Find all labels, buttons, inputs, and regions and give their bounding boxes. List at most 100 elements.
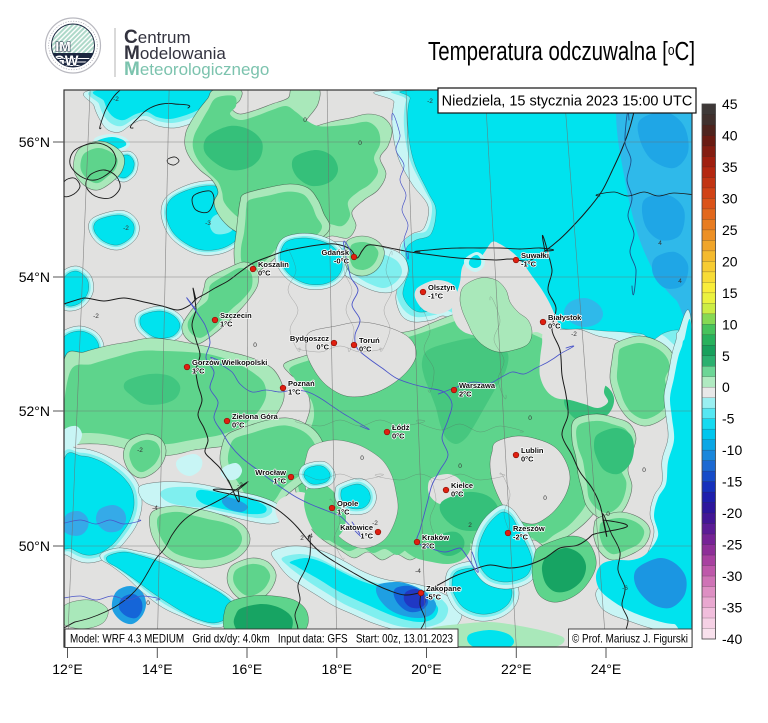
svg-text:12°E: 12°E [52, 661, 83, 677]
svg-text:35: 35 [722, 159, 738, 175]
svg-text:Meteorologicznego: Meteorologicznego [124, 59, 269, 80]
svg-text:25: 25 [722, 222, 738, 238]
svg-text:0°C: 0°C [232, 421, 245, 430]
svg-text:4: 4 [678, 278, 682, 285]
svg-text:22°E: 22°E [501, 661, 532, 677]
svg-text:0: 0 [543, 495, 547, 502]
svg-text:0: 0 [146, 600, 150, 607]
svg-text:Warszawa: Warszawa [459, 381, 496, 390]
svg-text:-2: -2 [93, 313, 99, 320]
svg-text:-2: -2 [427, 98, 433, 105]
svg-text:Kraków: Kraków [422, 533, 449, 542]
svg-text:Rzeszów: Rzeszów [513, 524, 545, 533]
svg-text:0°C: 0°C [451, 490, 464, 499]
svg-text:Koszalin: Koszalin [258, 260, 289, 269]
svg-text:-2: -2 [571, 331, 577, 338]
svg-text:0: 0 [528, 415, 532, 422]
svg-text:Bydgoszcz: Bydgoszcz [290, 334, 329, 343]
svg-text:50°N: 50°N [19, 538, 50, 554]
svg-text:-5: -5 [722, 411, 735, 427]
svg-text:Temperatura odczuwalna [oC]: Temperatura odczuwalna [oC] [428, 38, 695, 66]
svg-text:0°C: 0°C [316, 343, 329, 352]
svg-text:-2°C: -2°C [513, 533, 529, 542]
svg-text:30: 30 [722, 190, 738, 206]
svg-text:-4: -4 [152, 505, 158, 512]
svg-text:0: 0 [303, 117, 307, 124]
svg-text:5: 5 [722, 348, 730, 364]
svg-text:-40: -40 [722, 631, 742, 647]
svg-text:0: 0 [458, 463, 462, 470]
svg-text:4: 4 [658, 240, 662, 247]
svg-text:-2: -2 [137, 447, 143, 454]
svg-text:2°C: 2°C [422, 542, 435, 551]
svg-text:Centrum: Centrum [124, 27, 191, 48]
svg-text:0: 0 [360, 455, 364, 462]
svg-text:Poznań: Poznań [288, 379, 315, 388]
svg-text:-2: -2 [237, 482, 243, 489]
svg-text:Łódź: Łódź [392, 423, 410, 432]
svg-text:45: 45 [722, 96, 738, 112]
svg-text:-10: -10 [722, 442, 742, 458]
svg-text:0: 0 [253, 342, 257, 349]
svg-text:-6: -6 [622, 585, 628, 592]
svg-text:Wrocław: Wrocław [255, 468, 286, 477]
svg-text:-5°C: -5°C [426, 593, 442, 602]
svg-text:-2: -2 [113, 96, 119, 103]
svg-text:-35: -35 [722, 600, 742, 616]
svg-text:Niedziela, 15 stycznia 2023 15: Niedziela, 15 stycznia 2023 15:00 UTC [442, 94, 693, 110]
svg-text:56°N: 56°N [19, 134, 50, 150]
svg-text:15: 15 [722, 285, 738, 301]
svg-text:2°C: 2°C [459, 390, 472, 399]
svg-text:Model: WRF 4.3 MEDIUM Grid d: Model: WRF 4.3 MEDIUM Grid dx/dy: 4.0km … [70, 632, 453, 646]
svg-text:52°N: 52°N [19, 403, 50, 419]
svg-text:Katowice: Katowice [340, 523, 373, 532]
svg-text:Opole: Opole [337, 499, 358, 508]
svg-text:Kielce: Kielce [451, 481, 473, 490]
svg-text:-30: -30 [722, 568, 742, 584]
svg-text:-2: -2 [372, 520, 378, 527]
svg-text:Toruń: Toruń [359, 336, 380, 345]
svg-text:-15: -15 [722, 474, 742, 490]
svg-text:-2: -2 [123, 225, 129, 232]
svg-text:Suwałki: Suwałki [521, 251, 549, 260]
svg-text:-0°C: -0°C [334, 257, 350, 266]
svg-text:0°C: 0°C [392, 432, 405, 441]
svg-text:© Prof. Mariusz J. Figurski: © Prof. Mariusz J. Figurski [572, 632, 688, 646]
svg-text:1°C: 1°C [288, 388, 301, 397]
svg-text:1°C: 1°C [273, 477, 286, 486]
svg-text:-4: -4 [415, 568, 421, 575]
svg-text:-1°C: -1°C [428, 292, 444, 301]
svg-text:Szczecin: Szczecin [220, 311, 252, 320]
svg-text:16°E: 16°E [232, 661, 263, 677]
svg-text:14°E: 14°E [142, 661, 173, 677]
svg-text:Białystok: Białystok [548, 313, 582, 322]
svg-text:24°E: 24°E [591, 661, 622, 677]
svg-text:Gdańsk: Gdańsk [321, 248, 349, 257]
svg-text:Gorzów Wielkopolski: Gorzów Wielkopolski [192, 358, 267, 367]
svg-text:-3: -3 [205, 220, 211, 227]
svg-text:Zielona Góra: Zielona Góra [232, 412, 279, 421]
svg-text:1°C: 1°C [360, 532, 373, 541]
svg-text:1°C: 1°C [192, 367, 205, 376]
svg-text:2: 2 [300, 535, 304, 542]
svg-text:20: 20 [722, 253, 738, 269]
svg-text:0: 0 [722, 379, 730, 395]
svg-text:20°E: 20°E [411, 661, 442, 677]
svg-text:0: 0 [606, 511, 610, 518]
svg-text:Zakopane: Zakopane [426, 584, 461, 593]
svg-text:IM: IM [55, 39, 71, 55]
svg-text:-4: -4 [307, 533, 313, 540]
svg-text:54°N: 54°N [19, 269, 50, 285]
svg-text:1°C: 1°C [337, 508, 350, 517]
svg-text:18°E: 18°E [322, 661, 353, 677]
svg-text:Olsztyn: Olsztyn [428, 283, 456, 292]
svg-text:0°C: 0°C [548, 322, 561, 331]
svg-text:0: 0 [358, 140, 362, 147]
svg-text:0°C: 0°C [258, 269, 271, 278]
svg-text:2: 2 [468, 522, 472, 529]
svg-text:-25: -25 [722, 537, 742, 553]
svg-text:0: 0 [642, 467, 646, 474]
svg-text:0°C: 0°C [521, 455, 534, 464]
svg-text:Modelowania: Modelowania [124, 43, 226, 64]
svg-text:-1°C: -1°C [521, 260, 537, 269]
